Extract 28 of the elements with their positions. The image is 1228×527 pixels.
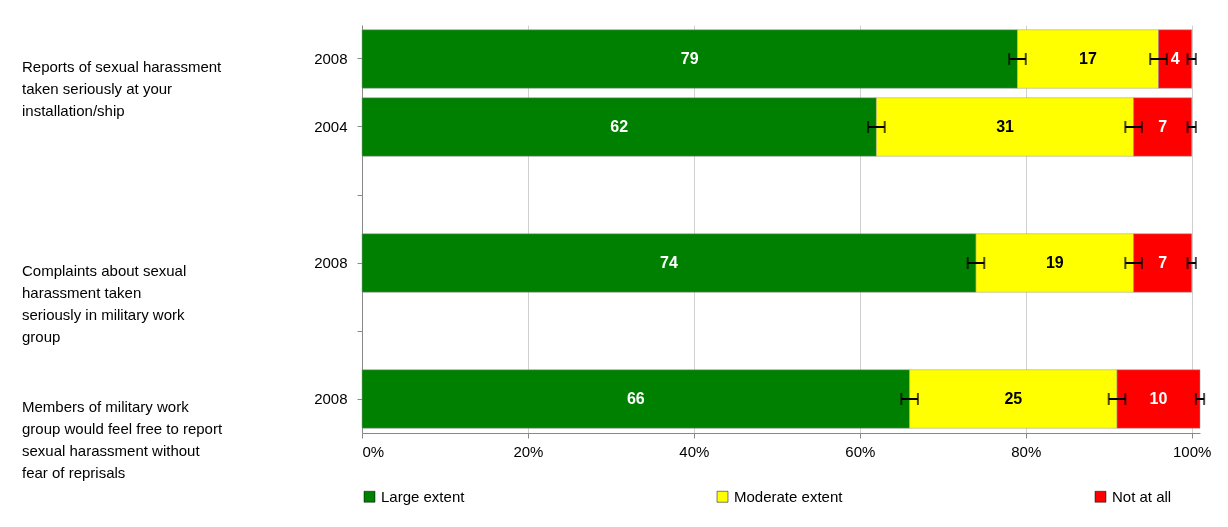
legend-label: Large extent <box>381 487 466 505</box>
data-label: 7 <box>1158 254 1168 271</box>
data-label: 66 <box>626 390 645 407</box>
text: Complaints about sexual harassment taken seriously in military work group <box>22 262 187 345</box>
data-label: 19 <box>1045 254 1064 271</box>
data-label: 17 <box>1079 50 1097 67</box>
data-label: 79 <box>680 50 699 67</box>
data-label: 25 <box>1004 390 1023 407</box>
text: Members of military work group would feel free to report sexual harassment without fear of reprisals <box>22 398 223 481</box>
data-label: 31 <box>996 118 1015 135</box>
legend-label: Moderate extent <box>734 487 844 505</box>
data-label: 4 <box>1170 50 1180 67</box>
y-tick-label: 2004 <box>314 118 348 135</box>
x-tick-label: 0% <box>362 442 385 460</box>
data-label: 74 <box>660 254 678 271</box>
x-tick-label: 40% <box>679 442 710 460</box>
x-tick-label: 100% <box>1173 442 1212 460</box>
data-label: 7 <box>1158 118 1168 135</box>
y-tick-label: 2008 <box>314 254 348 271</box>
data-label: 10 <box>1149 390 1168 407</box>
x-tick-label: 80% <box>1011 442 1042 460</box>
legend-label: Not at all <box>1112 487 1172 505</box>
x-tick-label: 60% <box>845 442 876 460</box>
y-tick-label: 2008 <box>314 390 348 407</box>
data-label: 62 <box>610 118 629 135</box>
x-tick-label: 20% <box>513 442 544 460</box>
y-tick-label: 2008 <box>314 50 348 67</box>
text: Reports of sexual harassment taken seriously at your installation/ship <box>22 58 223 119</box>
